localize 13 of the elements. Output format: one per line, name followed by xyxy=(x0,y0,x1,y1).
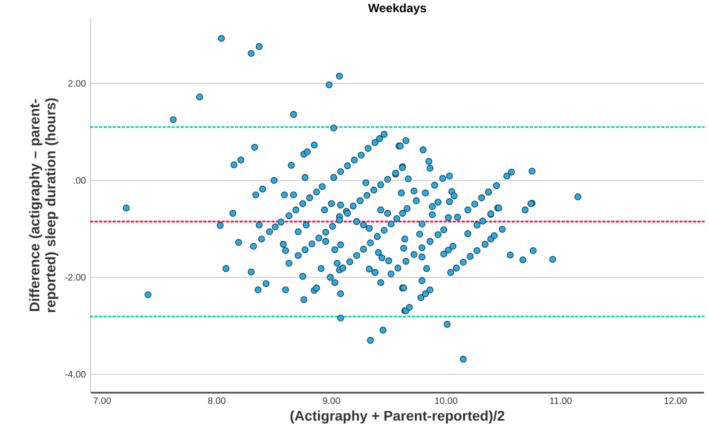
x-tick-label: 11.00 xyxy=(550,397,572,404)
x-axis-title: (Actigraphy + Parent-reported)/2 xyxy=(290,410,504,424)
chart-title: Weekdays xyxy=(368,3,426,15)
x-tick-label: 12.00 xyxy=(664,397,687,404)
x-tick-label: 7.00 xyxy=(94,397,111,404)
y-tick-label: 2.00 xyxy=(68,80,86,87)
y-tick-label: -4.00 xyxy=(65,370,86,378)
x-tick-label: 8.00 xyxy=(208,397,226,404)
x-tick-label: 10.00 xyxy=(435,397,458,404)
y-tick-label: -2.00 xyxy=(65,274,86,281)
x-tick-label: 9.00 xyxy=(322,397,340,404)
y-axis-title: Difference (actigraphy – parent-reported) sleep duration (hours) xyxy=(29,98,58,312)
y-tick-label: .00 xyxy=(74,177,86,184)
